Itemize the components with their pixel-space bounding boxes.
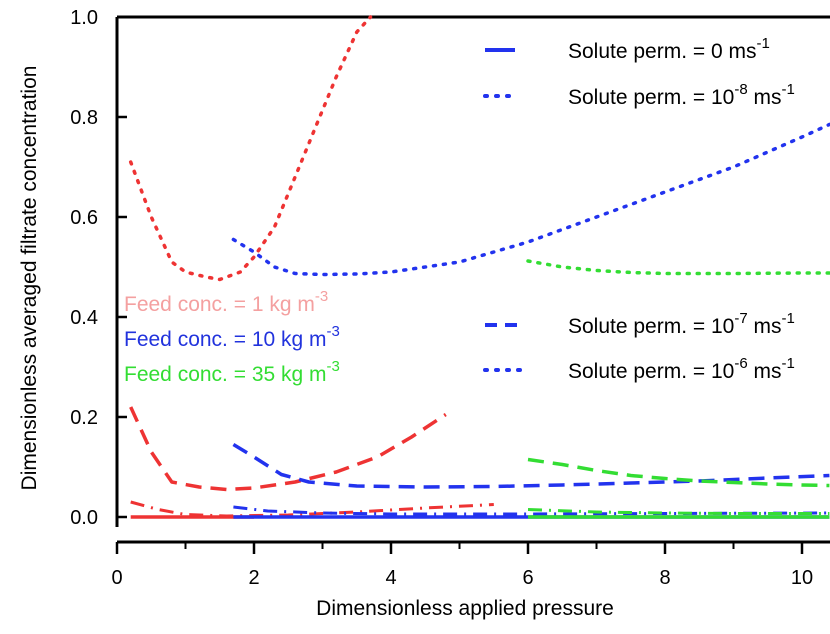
feed-concentration-label: Feed conc. = 35 kg m-3	[124, 358, 340, 386]
x-tick-label: 2	[248, 567, 259, 589]
legend-entry-text: Solute perm. = 10-8 ms-1	[568, 81, 795, 109]
y-tick-label: 0.4	[70, 307, 98, 329]
series-line-feed-1-perm-1e-8	[128, 15, 373, 282]
y-tick-label: 0.2	[70, 407, 98, 429]
legend: Solute perm. = 0 ms-1 Solute perm. = 10-8…	[483, 35, 795, 383]
legend-entry-text: Solute perm. = 0 ms-1	[568, 35, 770, 63]
x-ticks: 0 2 4 6 8 10	[111, 542, 813, 589]
feed-concentration-label: Feed conc. = 1 kg m-3	[124, 288, 328, 316]
legend-entry-text: Solute perm. = 10-7 ms-1	[568, 310, 795, 338]
y-axis-title: Dimensionless averaged filtrate concentr…	[18, 66, 41, 491]
feed-concentration-labels: Feed conc. = 1 kg m-3 Feed conc. = 10 kg …	[124, 288, 340, 386]
series-line-feed-1-perm-1e-6	[130, 500, 494, 518]
x-axis-title: Dimensionless applied pressure	[316, 597, 614, 620]
x-tick-label: 8	[659, 567, 670, 589]
series-line-feed-35-perm-1e-7	[527, 457, 830, 488]
series-line-feed-35-perm-1e-8	[526, 259, 830, 276]
series-line-feed-1-perm-1e-7	[129, 406, 447, 492]
x-tick-label: 10	[791, 567, 813, 589]
y-tick-label: 0.0	[70, 507, 98, 529]
series-layer	[128, 15, 830, 519]
y-tick-label: 0.8	[70, 107, 98, 129]
y-ticks: 0.0 0.2 0.4 0.6 0.8 1.0	[70, 7, 127, 529]
feed-concentration-label: Feed conc. = 10 kg m-3	[124, 323, 340, 351]
series-line-feed-10-perm-1e-6	[233, 505, 830, 516]
y-tick-label: 0.6	[70, 207, 98, 229]
series-line-feed-10-perm-1e-7	[232, 443, 830, 489]
y-tick-label: 1.0	[70, 7, 98, 29]
legend-entry-text: Solute perm. = 10-6 ms-1	[568, 355, 795, 383]
x-tick-label: 4	[385, 567, 396, 589]
series-line-feed-10-perm-1e-8	[231, 122, 830, 277]
x-tick-label: 6	[522, 567, 533, 589]
x-tick-label: 0	[111, 567, 122, 589]
